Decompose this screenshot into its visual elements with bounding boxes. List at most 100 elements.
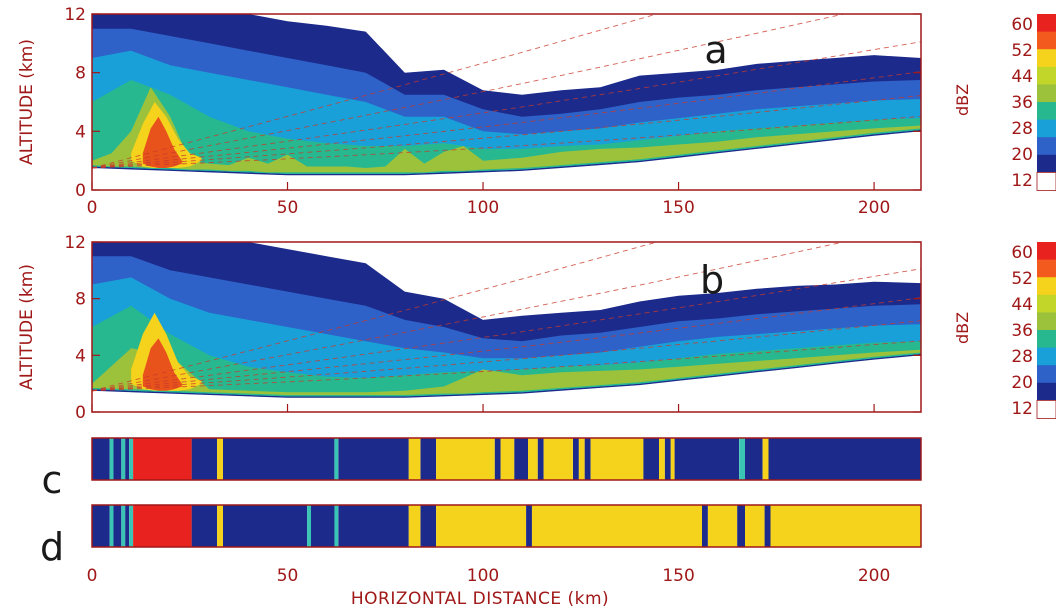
- panel-b-y-axis-label: ALTITUDE (km): [17, 264, 37, 390]
- colorbar-a-tick-labels: 12 20 28 36 44 52 60: [1011, 15, 1033, 191]
- panel-d-x-ticks: 0 50 100 150 200: [87, 566, 891, 586]
- classification-segment: [125, 505, 130, 547]
- classification-segment: [737, 505, 745, 547]
- classification-segment: [531, 505, 702, 547]
- classification-segment: [573, 438, 579, 480]
- colorbar-b-swatches: [1036, 242, 1056, 419]
- y-tick-label-8: 8: [75, 64, 86, 84]
- classification-segment: [770, 505, 921, 547]
- classification-segment: [526, 505, 532, 547]
- colorbar-swatch: [1036, 399, 1056, 419]
- panel-d-frame: [91, 504, 922, 548]
- classification-segment: [664, 438, 671, 480]
- y-tick-label-12: 12: [64, 233, 86, 253]
- elevation-guide-1: [92, 115, 921, 169]
- classification-segment: [121, 438, 126, 480]
- colorbar-swatch: [1037, 154, 1056, 173]
- elevation-guide-2: [92, 320, 921, 392]
- classification-segment: [528, 438, 538, 480]
- colorbar-swatch: [1037, 330, 1056, 349]
- panel-c-label: c: [42, 458, 63, 502]
- classification-segment: [739, 438, 746, 480]
- colorbar-tick-52: 52: [1011, 269, 1033, 289]
- colorbar-tick-20: 20: [1011, 145, 1033, 165]
- colorbar-tick-60: 60: [1011, 15, 1033, 35]
- classification-segment: [109, 438, 114, 480]
- panel-a-reflectivity-layers: [92, 14, 921, 176]
- classification-segment: [745, 505, 765, 547]
- panel-b-range-rings: [92, 242, 921, 392]
- classification-segment: [590, 438, 644, 480]
- classification-segment: [745, 438, 763, 480]
- y-tick-label-12: 12: [64, 5, 86, 25]
- classification-segment: [121, 505, 126, 547]
- classification-segment: [643, 438, 659, 480]
- classification-segment: [762, 438, 769, 480]
- x-tick-label-100: 100: [467, 566, 499, 586]
- colorbar-swatch: [1037, 14, 1056, 33]
- panel-b: 0 4 8 12 ALTITUDE (km) b: [17, 233, 922, 423]
- colorbar-tick-12: 12: [1011, 171, 1033, 191]
- colorbar-tick-44: 44: [1011, 67, 1033, 87]
- colorbar-swatch: [1037, 119, 1056, 138]
- panel-d: d 0 50 100 150 200 HORIZONTAL DISTANCE (km): [40, 504, 922, 609]
- classification-segment: [408, 505, 421, 547]
- classification-segment: [92, 438, 110, 480]
- classification-segment: [191, 438, 218, 480]
- colorbar-b: 12 20 28 36 44 52 60 dBZ: [953, 242, 1056, 419]
- classification-segment: [494, 438, 501, 480]
- elevation-guide-1: [92, 340, 921, 392]
- x-tick-label-0: 0: [87, 566, 98, 586]
- classification-segment: [768, 438, 921, 480]
- colorbar-a: 12 20 28 36 44 52 60 dBZ: [953, 14, 1056, 191]
- colorbar-a-swatches: [1036, 14, 1056, 191]
- colorbar-swatch: [1037, 294, 1056, 313]
- classification-segment: [338, 505, 409, 547]
- elevation-guide-2: [92, 95, 921, 169]
- classification-segment: [408, 438, 421, 480]
- classification-segment: [129, 438, 133, 480]
- panel-b-label: b: [700, 258, 724, 302]
- elevation-guide-4: [92, 41, 921, 169]
- classification-segment: [702, 505, 708, 547]
- classification-segment: [133, 505, 192, 547]
- colorbar-swatch: [1037, 242, 1056, 261]
- elevation-guide-3: [92, 297, 921, 392]
- panel-c-classification-strip: [92, 438, 921, 480]
- y-tick-label-0: 0: [75, 181, 86, 201]
- classification-segment: [113, 438, 122, 480]
- colorbar-swatch: [1037, 365, 1056, 384]
- classification-segment: [311, 505, 335, 547]
- classification-segment: [129, 505, 133, 547]
- panel-a-range-rings: [92, 14, 921, 169]
- classification-segment: [125, 438, 130, 480]
- panel-b-y-ticks: 0 4 8 12: [64, 233, 921, 423]
- colorbar-tick-20: 20: [1011, 373, 1033, 393]
- colorbar-swatch: [1037, 259, 1056, 278]
- colorbar-tick-28: 28: [1011, 347, 1033, 367]
- elevation-guide-5: [92, 242, 846, 392]
- colorbar-swatch: [1037, 84, 1056, 103]
- panel-a-y-ticks: 0 4 8 12: [64, 5, 921, 201]
- classification-segment: [543, 438, 573, 480]
- elevation-guide-3: [92, 71, 921, 169]
- classification-segment: [92, 505, 110, 547]
- colorbar-tick-60: 60: [1011, 243, 1033, 263]
- classification-segment: [217, 505, 223, 547]
- y-tick-label-4: 4: [75, 122, 86, 142]
- classification-segment: [133, 438, 192, 480]
- colorbar-tick-52: 52: [1011, 41, 1033, 61]
- panel-b-frame: [91, 241, 922, 413]
- classification-segment: [334, 438, 339, 480]
- classification-segment: [584, 438, 591, 480]
- panel-d-classification-strip: [92, 505, 921, 547]
- colorbar-swatch: [1037, 382, 1056, 401]
- classification-segment: [764, 505, 771, 547]
- colorbar-tick-28: 28: [1011, 119, 1033, 139]
- colorbar-swatch: [1037, 31, 1056, 50]
- classification-segment: [191, 505, 218, 547]
- classification-segment: [334, 505, 339, 547]
- x-tick-label-150: 150: [662, 566, 694, 586]
- panel-a-label: a: [704, 28, 727, 72]
